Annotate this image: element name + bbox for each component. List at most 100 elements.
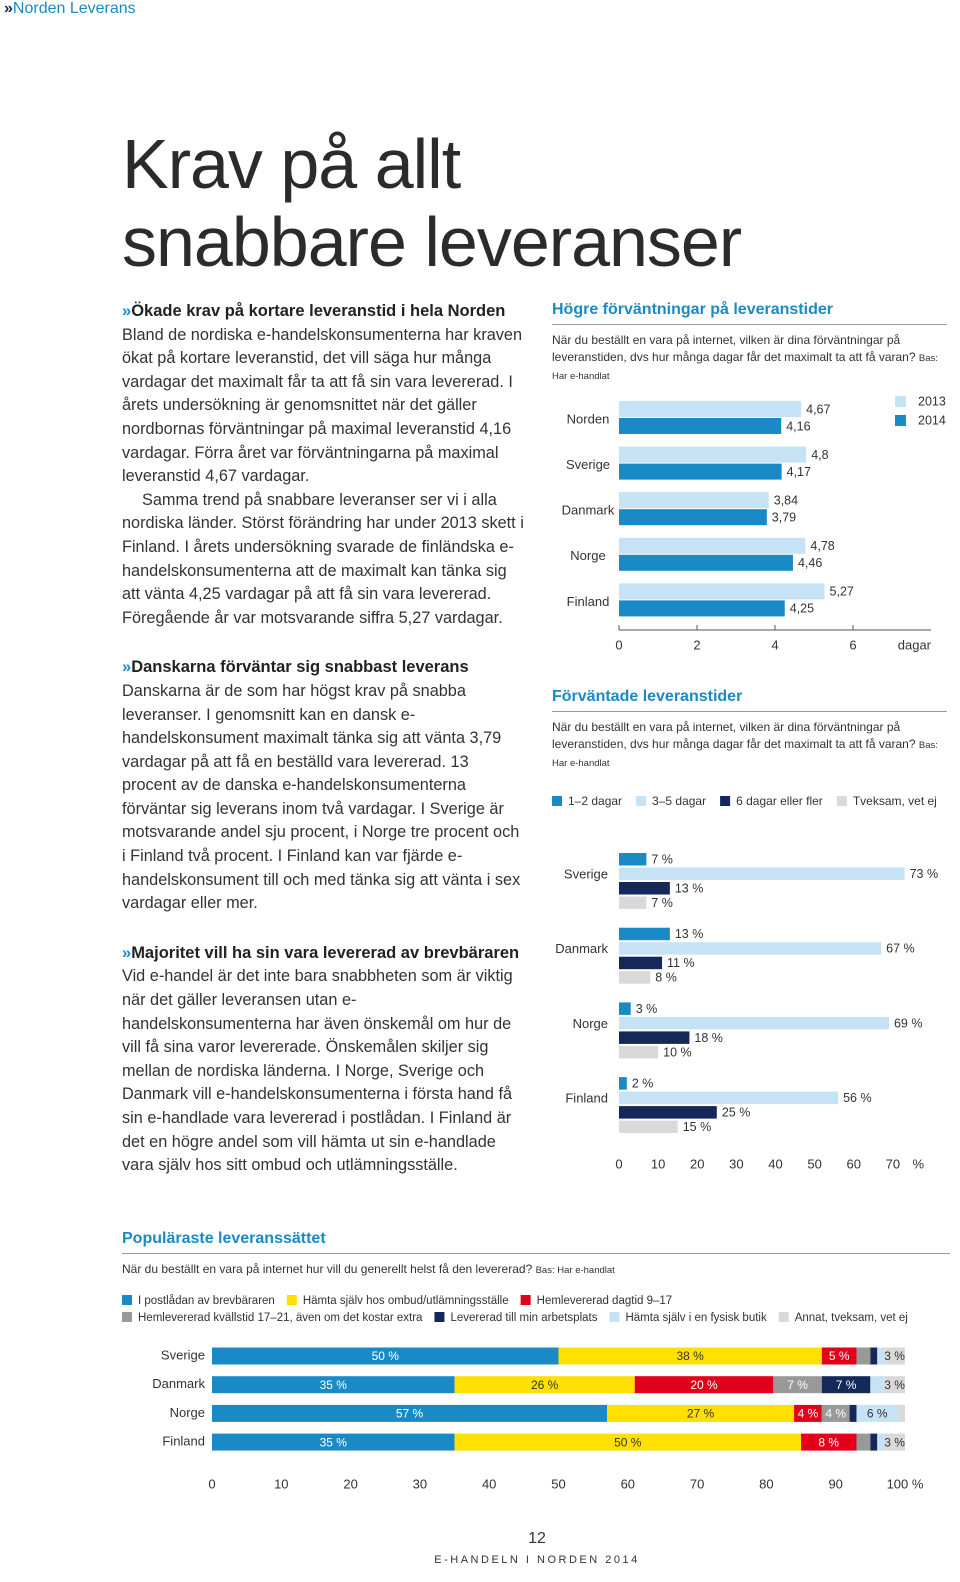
chart-title: Förväntade leveranstider <box>552 688 947 712</box>
bar-segment <box>454 1433 802 1451</box>
category-label: Danmark <box>152 1376 205 1391</box>
category-label: Sverige <box>564 866 608 881</box>
category-label: Norge <box>573 1016 608 1031</box>
value-label: 56 % <box>843 1091 872 1105</box>
chart-header: Populäraste leveranssättet När du beställ… <box>122 1230 950 1279</box>
value-label: 13 % <box>675 882 704 896</box>
section-header: »Norden Leverans <box>4 0 136 18</box>
value-label: 4,25 <box>790 602 814 616</box>
legend-label: Levererad till min arbetsplats <box>450 1312 597 1324</box>
bar <box>619 971 651 984</box>
bar-segment <box>849 1404 857 1422</box>
marker: » <box>122 302 132 320</box>
x-tick-label: 0 <box>615 637 622 652</box>
legend-swatch <box>720 796 731 806</box>
legend-label: Annat, tveksam, vet ej <box>795 1312 908 1324</box>
value-label: 4,8 <box>811 448 828 462</box>
x-tick-label: 6 <box>849 637 856 652</box>
value-label: 7 % <box>651 896 673 910</box>
value-label: 67 % <box>886 942 915 956</box>
bar <box>619 1016 889 1030</box>
value-label: 3 % <box>884 1435 905 1449</box>
legend-swatch <box>636 796 647 806</box>
bar <box>619 1002 631 1015</box>
bar <box>619 1077 627 1090</box>
heading-text: Ökade krav på kortare leveranstid i hela… <box>131 302 506 320</box>
value-label: 8 % <box>818 1435 839 1449</box>
value-label: 35 % <box>320 1378 348 1392</box>
x-tick-label: 0 <box>208 1476 215 1491</box>
paragraph: Samma trend på snabbare leveranser ser v… <box>122 490 524 627</box>
category-label: Finland <box>565 1091 608 1106</box>
bar-segment <box>558 1347 822 1365</box>
value-label: 4,17 <box>787 465 811 479</box>
bar <box>619 537 806 554</box>
bar <box>619 600 785 617</box>
chart-title: Högre förväntningar på leveranstider <box>552 301 947 325</box>
value-label: 6 % <box>867 1407 888 1421</box>
value-label: 38 % <box>676 1349 704 1363</box>
bar-segment <box>773 1376 822 1394</box>
x-tick-label: 60 <box>847 1156 861 1171</box>
category-label: Danmark <box>555 941 608 956</box>
x-tick-label: 70 <box>690 1476 704 1491</box>
bar <box>619 492 769 509</box>
article-section: »Danskarna förväntar sig snabbast levera… <box>122 656 524 916</box>
bar <box>619 554 793 571</box>
x-tick-label: 90 <box>828 1476 842 1491</box>
category-label: Norden <box>567 411 610 426</box>
page-number: 12 <box>528 1530 546 1547</box>
category-label: Norge <box>170 1405 205 1420</box>
legend-label: Hemlevererad dagtid 9–17 <box>537 1295 673 1307</box>
chart-subtitle: När du beställt en vara på internet, vil… <box>552 719 947 772</box>
value-label: 69 % <box>894 1016 923 1030</box>
section-heading: »Ökade krav på kortare leveranstid i hel… <box>122 300 524 324</box>
bar <box>619 853 647 866</box>
value-label: 8 % <box>655 971 677 985</box>
bar-segment <box>821 1376 871 1394</box>
value-label: 4,67 <box>806 402 830 416</box>
marker: » <box>122 658 132 677</box>
bar <box>619 867 905 880</box>
x-tick-label: 80 <box>759 1476 773 1491</box>
value-label: 50 % <box>614 1435 642 1449</box>
x-tick-label: 40 <box>482 1476 496 1491</box>
bar-segment <box>898 1404 905 1422</box>
section-name: Norden Leverans <box>12 0 136 17</box>
value-label: 7 % <box>787 1378 808 1392</box>
chart-header: Förväntade leveranstider När du beställt … <box>552 688 947 772</box>
chart: Sverige 50 % 38 % 5 % 3 % Danmark 35 % 26 % 20 %… <box>122 1295 924 1491</box>
article-section: »Ökade krav på kortare leveranstid i hel… <box>122 300 524 630</box>
bar-segment <box>877 1433 885 1451</box>
bar <box>619 1045 659 1059</box>
bar-segment <box>212 1347 559 1365</box>
bar-segment <box>454 1376 635 1394</box>
legend-swatch <box>552 796 562 806</box>
article: »Ökade krav på kortare leveranstid i hel… <box>122 300 524 1204</box>
question: När du beställt en vara på internet hur … <box>122 1262 533 1276</box>
value-label: 5,27 <box>830 585 854 599</box>
value-label: 50 % <box>372 1349 400 1363</box>
bar-segment <box>870 1433 878 1451</box>
x-tick-label: 4 <box>771 637 778 652</box>
bar-segment <box>794 1404 822 1422</box>
bar <box>619 1091 839 1105</box>
bar-segment <box>884 1376 905 1394</box>
paragraph: Danskarna är de som har högst krav på sn… <box>122 681 521 913</box>
bar <box>619 1031 690 1044</box>
bar <box>619 583 825 600</box>
base-note: Bas: Har e-handlat <box>552 353 938 382</box>
bar-segment <box>634 1376 774 1394</box>
value-label: 3 % <box>636 1002 658 1016</box>
category-label: Norge <box>570 548 605 563</box>
base-note: Bas: Har e-handlat <box>552 740 938 769</box>
heading-text: Majoritet vill ha sin vara levererad av … <box>131 943 520 962</box>
value-label: 10 % <box>663 1045 692 1059</box>
x-axis-unit: % <box>912 1156 924 1171</box>
chart-subtitle: När du beställt en vara på internet, vil… <box>552 332 947 385</box>
chart-title: Populäraste leveranssättet <box>122 1230 950 1254</box>
value-label: 26 % <box>531 1378 559 1392</box>
chart-subtitle: När du beställt en vara på internet hur … <box>122 1261 950 1279</box>
bar <box>619 1120 678 1134</box>
